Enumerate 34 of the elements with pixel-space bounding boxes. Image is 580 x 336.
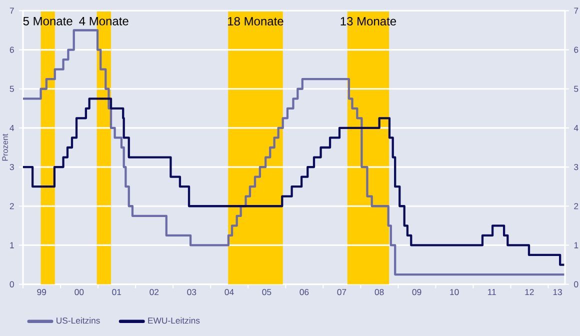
x-tick-label: 04 — [224, 289, 234, 296]
y-tick-label: 3 — [10, 164, 14, 170]
x-tick-label: 08 — [374, 289, 384, 296]
x-tick-label: 06 — [300, 289, 309, 296]
y-tick-label: 6 — [10, 46, 14, 53]
x-tick-label: 03 — [187, 289, 196, 296]
x-tick-label: 07 — [337, 289, 346, 296]
y-tick-label: 2 — [10, 203, 14, 210]
y2-tick-label: 5 — [574, 86, 578, 92]
x-tick-label: 11 — [488, 289, 496, 295]
y-tick-label: 7 — [10, 8, 14, 14]
y2-tick-label: 6 — [574, 46, 578, 53]
y-axis-title: Prozent — [2, 134, 8, 161]
legend-label: US-Leitzins — [56, 317, 100, 324]
y-tick-label: 1 — [10, 242, 14, 248]
x-tick-label: 99 — [37, 289, 46, 296]
y2-tick-label: 2 — [574, 203, 578, 210]
x-tick-label: 10 — [450, 289, 459, 296]
y2-tick-label: 4 — [574, 124, 578, 131]
x-tick-label: 05 — [262, 289, 272, 296]
y-tick-label: 0 — [10, 281, 14, 288]
y-tick-label: 5 — [10, 86, 14, 92]
x-tick-label: 09 — [412, 289, 422, 296]
y2-tick-label: 1 — [574, 242, 578, 248]
x-tick-label: 13 — [553, 289, 562, 296]
x-tick-label: 00 — [74, 289, 84, 296]
x-tick-label: 12 — [525, 289, 534, 296]
y-tick-label: 4 — [10, 124, 14, 131]
legend-label: EWU-Leitzins — [148, 317, 200, 324]
x-tick-label: 02 — [150, 289, 159, 296]
y2-tick-label: 3 — [574, 164, 578, 170]
x-tick-label: 01 — [112, 289, 122, 296]
y2-tick-label: 0 — [574, 281, 578, 288]
y2-tick-label: 7 — [574, 8, 578, 14]
